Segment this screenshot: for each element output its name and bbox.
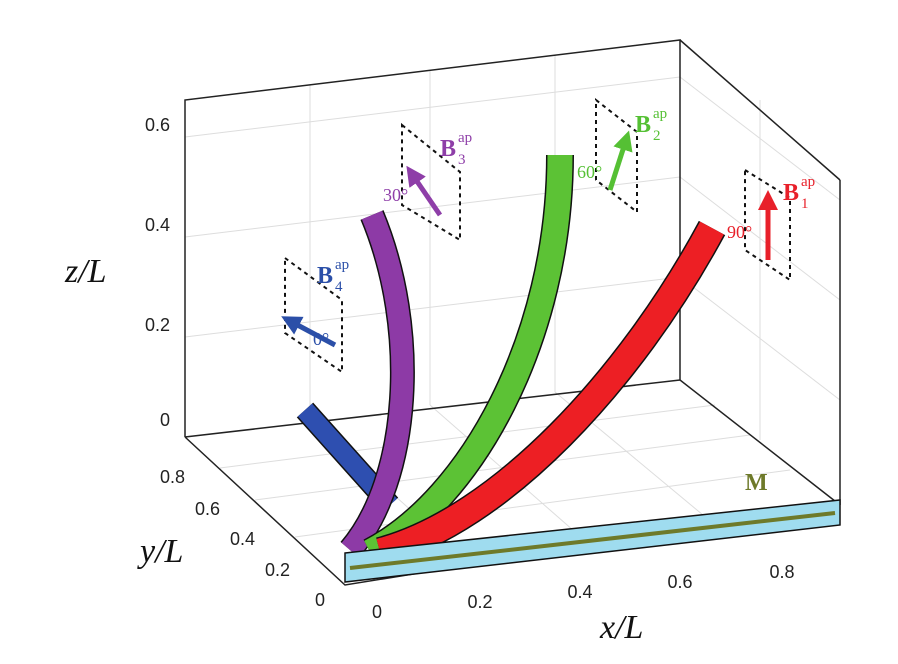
field-sup: ap	[458, 130, 472, 146]
y-tick: 0.6	[195, 499, 220, 519]
labels: 0.6 0.4 0.2 0 0.8 0.6 0.4 0.2 0 0 0.2 0.…	[64, 106, 815, 646]
field-symbol: B	[783, 180, 799, 206]
field-sub: 3	[458, 152, 466, 168]
field-sub: 4	[335, 279, 343, 295]
field-angle: 90°	[727, 222, 752, 242]
beams	[296, 154, 841, 583]
field-sup: ap	[801, 174, 815, 190]
y-tick: 0.8	[160, 467, 185, 487]
magnetization-label: M	[745, 470, 768, 496]
x-tick: 0.2	[467, 592, 492, 612]
field-angle: 60°	[577, 162, 602, 182]
x-axis-label: x/L	[599, 609, 643, 646]
fields	[281, 97, 791, 374]
field-symbol: B	[317, 263, 333, 289]
z-tick: 0.6	[145, 115, 170, 135]
y-tick: 0	[315, 590, 325, 610]
field-sup: ap	[335, 257, 349, 273]
field-angle: 0°	[313, 329, 329, 349]
field-sup: ap	[653, 106, 667, 122]
field-angle: 30°	[383, 185, 408, 205]
z-tick: 0	[160, 410, 170, 430]
y-axis-label: y/L	[137, 533, 183, 570]
z-tick: 0.4	[145, 215, 170, 235]
x-tick: 0.6	[667, 572, 692, 592]
x-tick: 0	[372, 602, 382, 622]
y-tick: 0.2	[265, 560, 290, 580]
y-tick: 0.4	[230, 529, 255, 549]
field-symbol: B	[440, 136, 456, 162]
field-sub: 2	[653, 128, 661, 144]
field-symbol: B	[635, 112, 651, 138]
field-sub: 1	[801, 196, 809, 212]
x-tick: 0.4	[567, 582, 592, 602]
z-tick: 0.2	[145, 315, 170, 335]
x-tick: 0.8	[769, 562, 794, 582]
z-axis-label: z/L	[64, 253, 107, 290]
axes-box	[184, 39, 841, 586]
